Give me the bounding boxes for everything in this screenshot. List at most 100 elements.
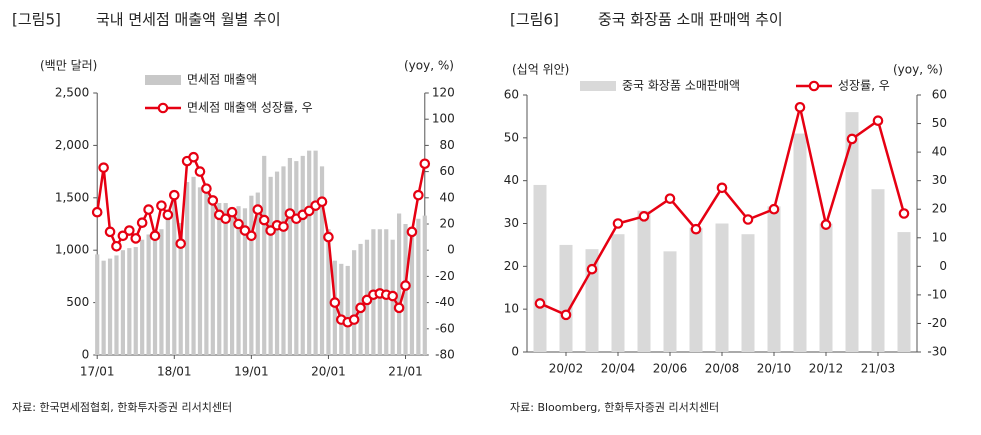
y2-tick-label: 80 (440, 138, 455, 152)
bar (101, 260, 106, 355)
line-marker (413, 189, 424, 201)
bar (281, 166, 286, 355)
line-marker (111, 240, 122, 252)
bar (262, 155, 267, 355)
line-marker (586, 263, 598, 275)
bar (114, 255, 119, 355)
y2-tick-label: 50 (932, 116, 947, 130)
y-tick-label: 30 (504, 216, 519, 230)
y2-tick-label: -20 (435, 269, 455, 283)
y2-tick-label: 40 (932, 145, 947, 159)
line-marker (361, 294, 373, 306)
line-marker (278, 221, 289, 232)
line-marker (560, 309, 572, 321)
line-marker (742, 214, 754, 225)
x-tick-label: 20/02 (549, 362, 584, 376)
line-marker (136, 217, 148, 228)
bar (146, 234, 151, 355)
bar (178, 222, 183, 355)
y2-tick-label: 0 (939, 259, 947, 273)
x-tick-label: 20/08 (705, 362, 740, 376)
bar (663, 251, 677, 352)
bar (210, 197, 215, 355)
line-marker (690, 223, 702, 235)
line-marker (175, 238, 187, 249)
line-marker (258, 214, 270, 226)
line-marker (406, 226, 418, 238)
bar (313, 150, 318, 355)
line-marker (226, 206, 238, 218)
line-marker (188, 151, 199, 163)
bar (307, 150, 312, 355)
line-marker (387, 290, 398, 302)
line-marker (419, 158, 431, 170)
bar (339, 263, 344, 355)
y2-tick-label: -30 (927, 345, 947, 359)
line-marker (534, 298, 546, 309)
y2-tick-label: 100 (432, 112, 455, 126)
bar (352, 250, 357, 355)
bar (533, 184, 547, 352)
line-marker (348, 314, 360, 325)
y2-tick-label: 20 (440, 217, 455, 231)
y-tick-label: 1,500 (55, 190, 89, 204)
y2-tick-label: 60 (440, 164, 455, 178)
bar (197, 187, 203, 355)
line-marker (233, 218, 244, 230)
bar (409, 229, 415, 355)
y2-tick-label: -10 (927, 287, 947, 301)
line-marker (91, 206, 103, 218)
y-tick-label: 2,000 (55, 138, 89, 152)
line-marker (664, 193, 676, 204)
line-marker (316, 196, 328, 208)
y2-tick-label: 60 (932, 88, 947, 102)
x-tick-label: 20/12 (809, 362, 844, 376)
legend-swatch (157, 102, 169, 114)
x-tick-label: 17/01 (80, 365, 115, 379)
bar (255, 192, 260, 355)
bar (611, 234, 625, 352)
bar (159, 229, 164, 355)
bar (229, 208, 235, 355)
bar (191, 176, 196, 355)
chart-title: 중국 화장품 소매 판매액 추이 (598, 11, 783, 29)
bar (422, 215, 427, 355)
bar (236, 206, 241, 355)
bar (204, 191, 209, 355)
y-tick-label: 1,000 (55, 243, 89, 257)
y2-tick-label: -20 (927, 316, 947, 330)
x-tick-label: 20/04 (601, 362, 636, 376)
line-marker (898, 208, 910, 219)
line-marker (220, 213, 231, 225)
y-tick-label: 50 (504, 130, 519, 144)
line-marker (143, 204, 154, 215)
y2-tick-label: -40 (435, 295, 455, 309)
figure-label: [그림6] (510, 11, 559, 29)
chart-title: 국내 면세점 매출액 월별 추이 (96, 11, 281, 29)
y-tick-label: 40 (504, 173, 519, 187)
bar (127, 248, 132, 355)
source: 자료: 한국면세점협회, 한화투자증권 리서치센터 (12, 401, 232, 414)
y-tick-label: 60 (504, 88, 519, 102)
bar (358, 243, 363, 355)
bar (559, 244, 573, 352)
line-marker (117, 230, 129, 242)
line-marker (162, 209, 174, 221)
y-tick-label: 10 (504, 302, 519, 316)
y2-tick-label: 10 (932, 230, 947, 244)
y2-tick-label: -80 (435, 348, 455, 362)
y2-tick-label: 30 (932, 173, 947, 187)
y-tick-label: 500 (66, 295, 89, 309)
y2-tick-label: 40 (440, 190, 455, 204)
bar (897, 232, 911, 352)
bar (767, 206, 781, 352)
line-marker (872, 115, 884, 126)
legend-label: 면세점 매출액 (187, 73, 257, 87)
bar (319, 166, 325, 355)
line-marker (194, 166, 206, 177)
bar (249, 195, 254, 355)
bar (416, 218, 421, 355)
line-marker (612, 218, 624, 229)
source: 자료: Bloomberg, 한화투자증권 리서치센터 (510, 401, 719, 414)
line-marker (168, 189, 180, 201)
